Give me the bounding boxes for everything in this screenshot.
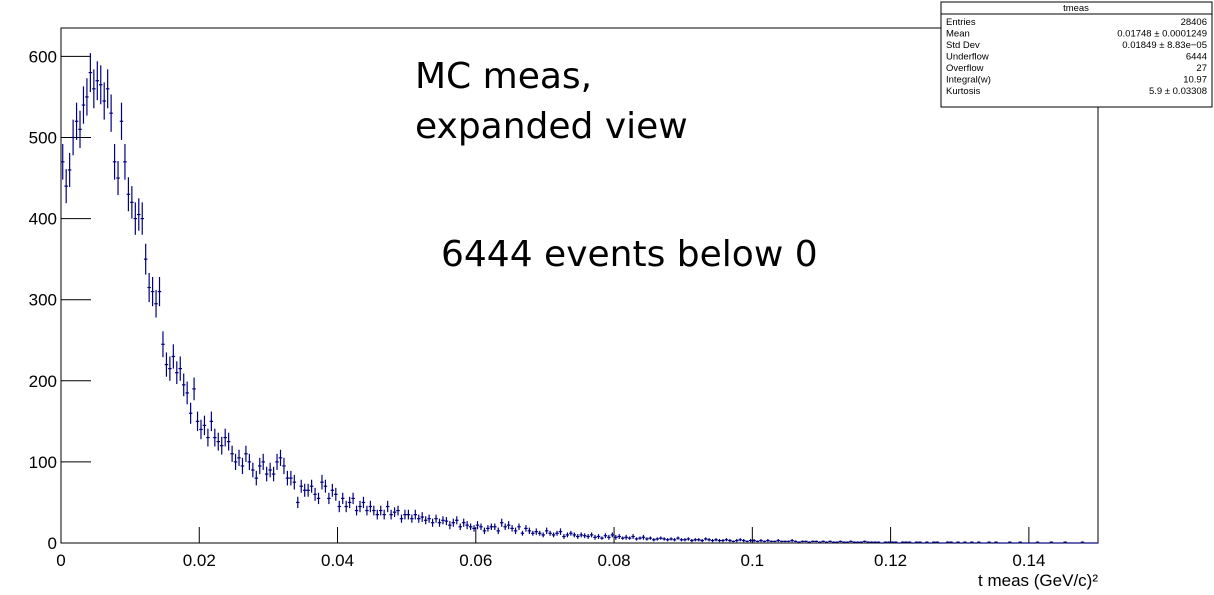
y-tick-label: 500 [29, 128, 57, 147]
stats-label: Overflow [946, 63, 984, 74]
y-tick-label: 600 [29, 47, 57, 66]
stats-label: Std Dev [946, 40, 980, 51]
x-tick-label: 0 [56, 551, 65, 570]
stats-value: 27 [1196, 63, 1207, 74]
stats-value: 6444 [1186, 52, 1207, 63]
stats-value: 10.97 [1183, 75, 1207, 86]
x-tick-label: 0.06 [459, 551, 492, 570]
x-tick-label: 0.04 [321, 551, 354, 570]
stats-value: 0.01849 ± 8.83e−05 [1122, 40, 1207, 51]
y-tick-label: 300 [29, 291, 57, 310]
y-tick-label: 200 [29, 372, 57, 391]
x-tick-label: 0.12 [874, 551, 907, 570]
stats-box: tmeas Entries 28406 Mean 0.01748 ± 0.000124… [940, 1, 1213, 108]
x-tick-label: 0.02 [183, 551, 216, 570]
stats-label: Kurtosis [946, 86, 981, 97]
plot-frame [60, 27, 1099, 544]
stats-value: 28406 [1181, 17, 1207, 28]
x-axis-label: t meas (GeV/c)² [978, 571, 1098, 590]
y-tick-label: 0 [48, 534, 57, 553]
y-tick-label: 400 [29, 210, 57, 229]
stats-label: Underflow [946, 52, 989, 63]
annotation: MC meas, [415, 56, 592, 97]
y-tick-label: 100 [29, 453, 57, 472]
stats-title: tmeas [1063, 3, 1089, 14]
stats-value: 5.9 ± 0.03308 [1149, 86, 1207, 97]
stats-value: 0.01748 ± 0.0001249 [1117, 29, 1207, 40]
x-tick-label: 0.1 [741, 551, 765, 570]
stats-label: Mean [946, 29, 970, 40]
x-tick-label: 0.08 [598, 551, 631, 570]
annotation: 6444 events below 0 [441, 234, 818, 275]
stats-frame [940, 1, 1213, 108]
stats-label: Integral(w) [946, 75, 991, 86]
x-tick-label: 0.14 [1012, 551, 1045, 570]
stats-label: Entries [946, 17, 976, 28]
annotation: expanded view [415, 106, 688, 147]
